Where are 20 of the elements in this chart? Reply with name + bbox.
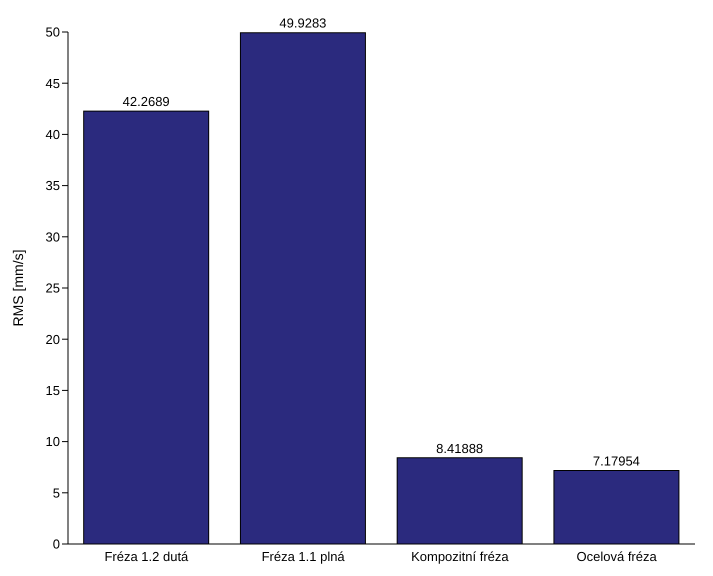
y-tick-label: 20 bbox=[46, 332, 60, 347]
x-tick-label: Fréza 1.1 plná bbox=[262, 549, 346, 564]
x-tick-label: Ocelová fréza bbox=[576, 549, 658, 564]
y-tick-label: 50 bbox=[46, 24, 60, 40]
y-tick-label: 45 bbox=[46, 76, 60, 91]
y-axis-title: RMS [mm/s] bbox=[10, 250, 26, 326]
y-tick-label: 30 bbox=[46, 229, 60, 244]
y-tick-label: 15 bbox=[46, 383, 60, 398]
y-tick-label: 40 bbox=[46, 127, 60, 142]
y-tick-label: 5 bbox=[52, 485, 60, 500]
y-tick-label: 25 bbox=[46, 280, 60, 296]
data-label: 7.17954 bbox=[592, 453, 640, 468]
data-label: 42.2689 bbox=[122, 94, 170, 110]
y-tick-label: 0 bbox=[52, 536, 60, 552]
x-tick-label: Fréza 1.2 dutá bbox=[104, 549, 190, 564]
y-tick-label: 10 bbox=[46, 434, 60, 450]
x-tick-label: Kompozitní fréza bbox=[411, 549, 510, 564]
data-label: 8.41888 bbox=[436, 440, 484, 456]
y-tick-label: 35 bbox=[46, 178, 60, 194]
data-label: 49.9283 bbox=[279, 16, 326, 31]
